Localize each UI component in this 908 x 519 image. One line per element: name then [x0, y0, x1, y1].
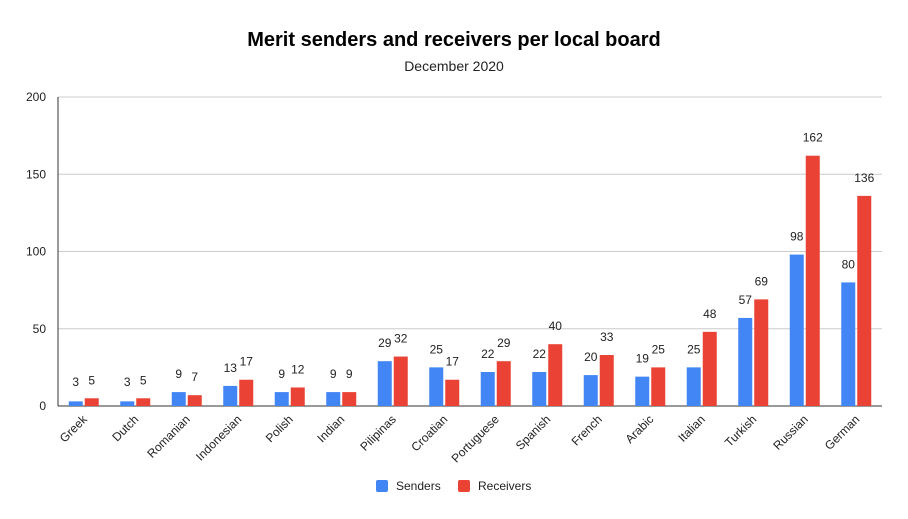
bar-senders	[274, 392, 289, 406]
data-label: 22	[481, 347, 495, 361]
bar-senders	[68, 401, 83, 406]
data-label: 25	[687, 342, 701, 356]
bar-receivers	[548, 344, 563, 406]
bar-senders	[789, 254, 804, 406]
data-label: 3	[124, 375, 131, 389]
bar-receivers	[805, 155, 820, 406]
bar-senders	[738, 317, 753, 406]
data-label: 12	[291, 362, 305, 376]
bar-receivers	[496, 361, 511, 406]
data-label: 5	[88, 373, 95, 387]
data-label: 25	[430, 342, 444, 356]
bar-senders	[583, 375, 598, 406]
data-label: 57	[739, 293, 753, 307]
x-tick-label: Dutch	[109, 412, 141, 444]
legend-label: Receivers	[478, 479, 531, 493]
data-label: 9	[278, 367, 285, 381]
bar-senders	[377, 361, 392, 406]
data-label: 22	[533, 347, 547, 361]
legend-swatch-receivers	[458, 480, 470, 492]
data-label: 29	[497, 336, 511, 350]
bar-senders	[171, 392, 186, 406]
y-tick-label: 50	[33, 322, 47, 336]
data-label: 136	[854, 171, 874, 185]
data-label: 98	[790, 230, 804, 244]
legend-label: Senders	[396, 479, 441, 493]
bar-receivers	[393, 356, 408, 406]
bar-receivers	[239, 379, 254, 406]
x-tick-label: Arabic	[622, 412, 656, 446]
x-tick-label: Romanian	[144, 412, 193, 461]
bar-receivers	[290, 387, 305, 406]
bar-senders	[532, 372, 547, 406]
x-tick-label: German	[822, 412, 863, 453]
data-label: 80	[842, 257, 856, 271]
data-label: 7	[191, 370, 198, 384]
data-label: 13	[224, 361, 238, 375]
x-tick-label: French	[569, 412, 605, 448]
x-tick-label: Spanish	[513, 412, 554, 453]
data-label: 5	[140, 373, 147, 387]
data-label: 25	[652, 342, 666, 356]
data-label: 69	[755, 274, 769, 288]
bar-receivers	[599, 355, 614, 406]
bar-senders	[635, 376, 650, 406]
bar-senders	[120, 401, 135, 406]
data-label: 19	[636, 352, 650, 366]
data-label: 17	[240, 355, 254, 369]
x-tick-label: Indian	[314, 412, 347, 445]
bar-receivers	[857, 195, 872, 406]
data-label: 33	[600, 330, 614, 344]
chart-title: Merit senders and receivers per local bo…	[247, 29, 661, 51]
bar-senders	[686, 367, 701, 406]
data-label: 9	[175, 367, 182, 381]
data-label: 9	[330, 367, 337, 381]
data-label: 3	[72, 375, 79, 389]
data-label: 20	[584, 350, 598, 364]
bar-receivers	[187, 395, 202, 406]
bar-receivers	[651, 367, 666, 406]
y-tick-label: 0	[39, 399, 46, 413]
bar-senders	[326, 392, 341, 406]
x-tick-label: Indonesian	[193, 412, 244, 463]
data-label: 29	[378, 336, 392, 350]
x-tick-label: Polish	[263, 412, 296, 445]
data-label: 40	[549, 319, 563, 333]
legend-swatch-senders	[376, 480, 388, 492]
bar-receivers	[445, 379, 460, 406]
data-label: 32	[394, 332, 408, 346]
data-label: 9	[346, 367, 353, 381]
bar-senders	[223, 385, 238, 406]
bar-receivers	[136, 398, 151, 406]
x-tick-label: Portuguese	[449, 412, 503, 466]
chart-subtitle: December 2020	[404, 58, 504, 74]
data-label: 162	[803, 131, 823, 145]
y-tick-label: 100	[26, 245, 46, 259]
x-tick-label: Turkish	[722, 412, 759, 449]
bar-senders	[429, 367, 444, 406]
x-tick-label: Italian	[675, 412, 708, 445]
data-label: 48	[703, 307, 717, 321]
bar-receivers	[84, 398, 99, 406]
x-tick-label: Greek	[57, 412, 91, 446]
data-label: 17	[446, 355, 460, 369]
x-tick-label: Russian	[770, 412, 811, 453]
legend: Senders Receivers	[376, 479, 531, 493]
x-tick-label: Pilipinas	[357, 412, 399, 454]
bar-receivers	[702, 331, 717, 406]
bar-senders	[480, 372, 495, 406]
y-tick-label: 150	[26, 167, 46, 181]
y-tick-label: 200	[26, 90, 46, 104]
bar-receivers	[342, 392, 357, 406]
bar-receivers	[754, 299, 769, 406]
bar-senders	[841, 282, 856, 406]
x-tick-label: Croatian	[408, 412, 450, 454]
